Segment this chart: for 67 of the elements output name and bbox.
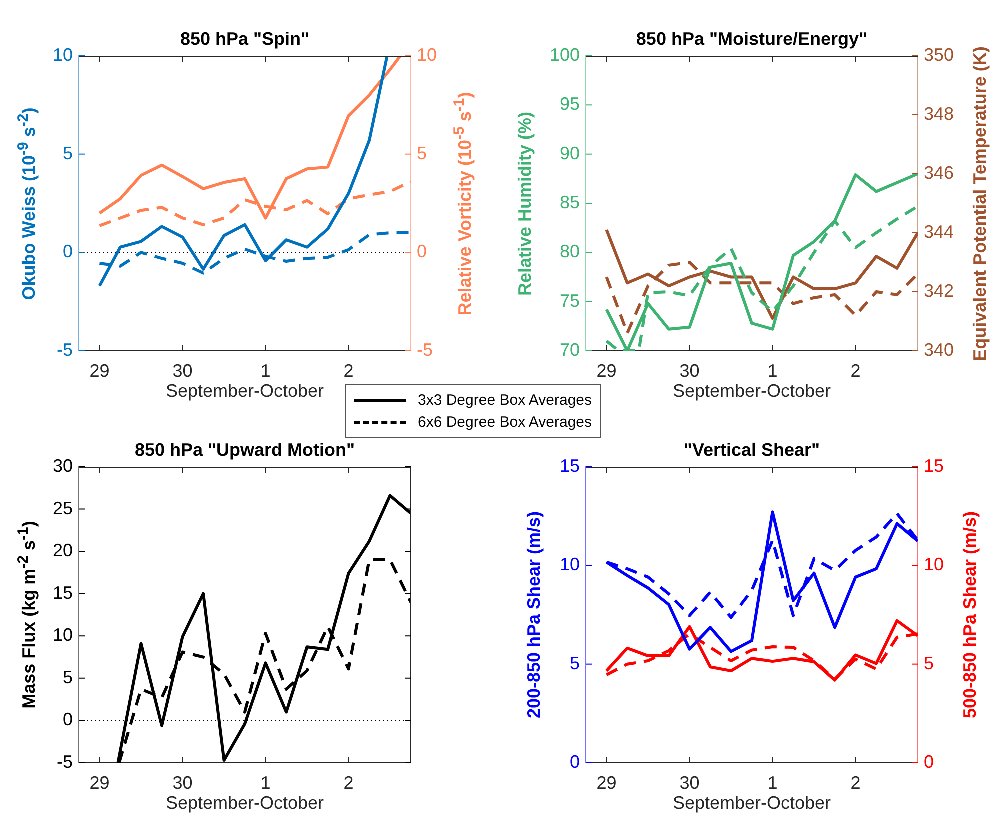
x-axis-title: September-October [672, 793, 832, 813]
y-tick-label: 85 [560, 192, 580, 212]
y-tick-label: 30 [52, 456, 73, 476]
y-tick-label: 0 [62, 710, 73, 730]
y-tick-label: -5 [56, 752, 73, 772]
y-tick-label: 10 [52, 625, 73, 646]
y-tick-label: 90 [560, 143, 580, 164]
y2-axis-title: 500-850 hPa Shear (m/s) [960, 511, 980, 719]
x-axis-title: September-October [672, 381, 832, 401]
chart-title: 850 hPa "Upward Motion" [134, 440, 356, 460]
x-tick-label: 2 [344, 360, 354, 381]
x-tick-label: 30 [172, 360, 193, 381]
x-tick-label: 30 [680, 772, 700, 793]
x-tick-label: 2 [850, 772, 861, 793]
chart-title: 850 hPa "Moisture/Energy" [636, 29, 868, 49]
y-tick-label: 15 [560, 456, 580, 476]
y2-tick-label: 5 [924, 653, 934, 674]
y2-tick-label: 0 [417, 242, 428, 262]
y-tick-label: 15 [52, 582, 73, 603]
x-tick-label: 1 [768, 360, 778, 381]
y2-tick-label: 342 [924, 280, 954, 301]
x-axis-title: September-October [166, 793, 324, 813]
x-tick-label: 1 [260, 360, 271, 381]
y2-tick-label: 348 [924, 104, 954, 124]
y-tick-label: 5 [570, 653, 580, 674]
y2-tick-label: 10 [417, 44, 438, 65]
y-axis-title: 200-850 hPa Shear (m/s) [524, 511, 544, 719]
chart-title: 850 hPa "Spin" [180, 29, 310, 49]
x-tick-label: 2 [850, 360, 861, 381]
y-tick-label: 0 [62, 242, 73, 262]
y2-tick-label: 15 [924, 456, 944, 476]
y-axis-title: Relative Humidity (%) [514, 111, 534, 296]
y2-tick-label: 10 [924, 554, 944, 575]
x-tick-label: 29 [596, 772, 617, 793]
legend-label: 3x3 Degree Box Averages [418, 392, 592, 408]
x-axis-title: September-October [166, 381, 324, 401]
y-tick-label: 10 [560, 554, 580, 575]
y-tick-label: -5 [56, 340, 73, 360]
y-tick-label: 100 [550, 44, 580, 65]
y-tick-label: 25 [52, 498, 73, 518]
y2-tick-label: 0 [924, 752, 934, 772]
y2-tick-label: 5 [417, 143, 428, 164]
x-tick-label: 2 [344, 772, 354, 793]
y2-tick-label: 340 [924, 340, 954, 360]
x-tick-label: 29 [596, 360, 617, 381]
y-tick-label: 5 [62, 667, 73, 688]
x-tick-label: 1 [768, 772, 778, 793]
y-tick-label: 70 [560, 340, 580, 360]
y-tick-label: 5 [62, 143, 73, 164]
y2-tick-label: 344 [924, 222, 954, 242]
y2-axis-title: Equivalent Potential Temperature (K) [970, 46, 990, 361]
y-tick-label: 0 [570, 752, 580, 772]
x-tick-label: 29 [90, 772, 110, 793]
y-tick-label: 10 [52, 44, 73, 65]
legend-label: 6x6 Degree Box Averages [418, 414, 592, 430]
y2-tick-label: 350 [924, 44, 954, 65]
y-tick-label: 80 [560, 242, 580, 262]
y-tick-label: 20 [52, 540, 73, 561]
x-tick-label: 1 [260, 772, 271, 793]
x-tick-label: 30 [680, 360, 700, 381]
y-tick-label: 75 [560, 290, 580, 311]
chart-title: "Vertical Shear" [684, 440, 820, 460]
x-tick-label: 30 [172, 772, 193, 793]
y-tick-label: 95 [560, 94, 580, 114]
x-tick-label: 29 [90, 360, 110, 381]
y2-tick-label: -5 [417, 340, 434, 360]
y2-tick-label: 346 [924, 162, 954, 183]
